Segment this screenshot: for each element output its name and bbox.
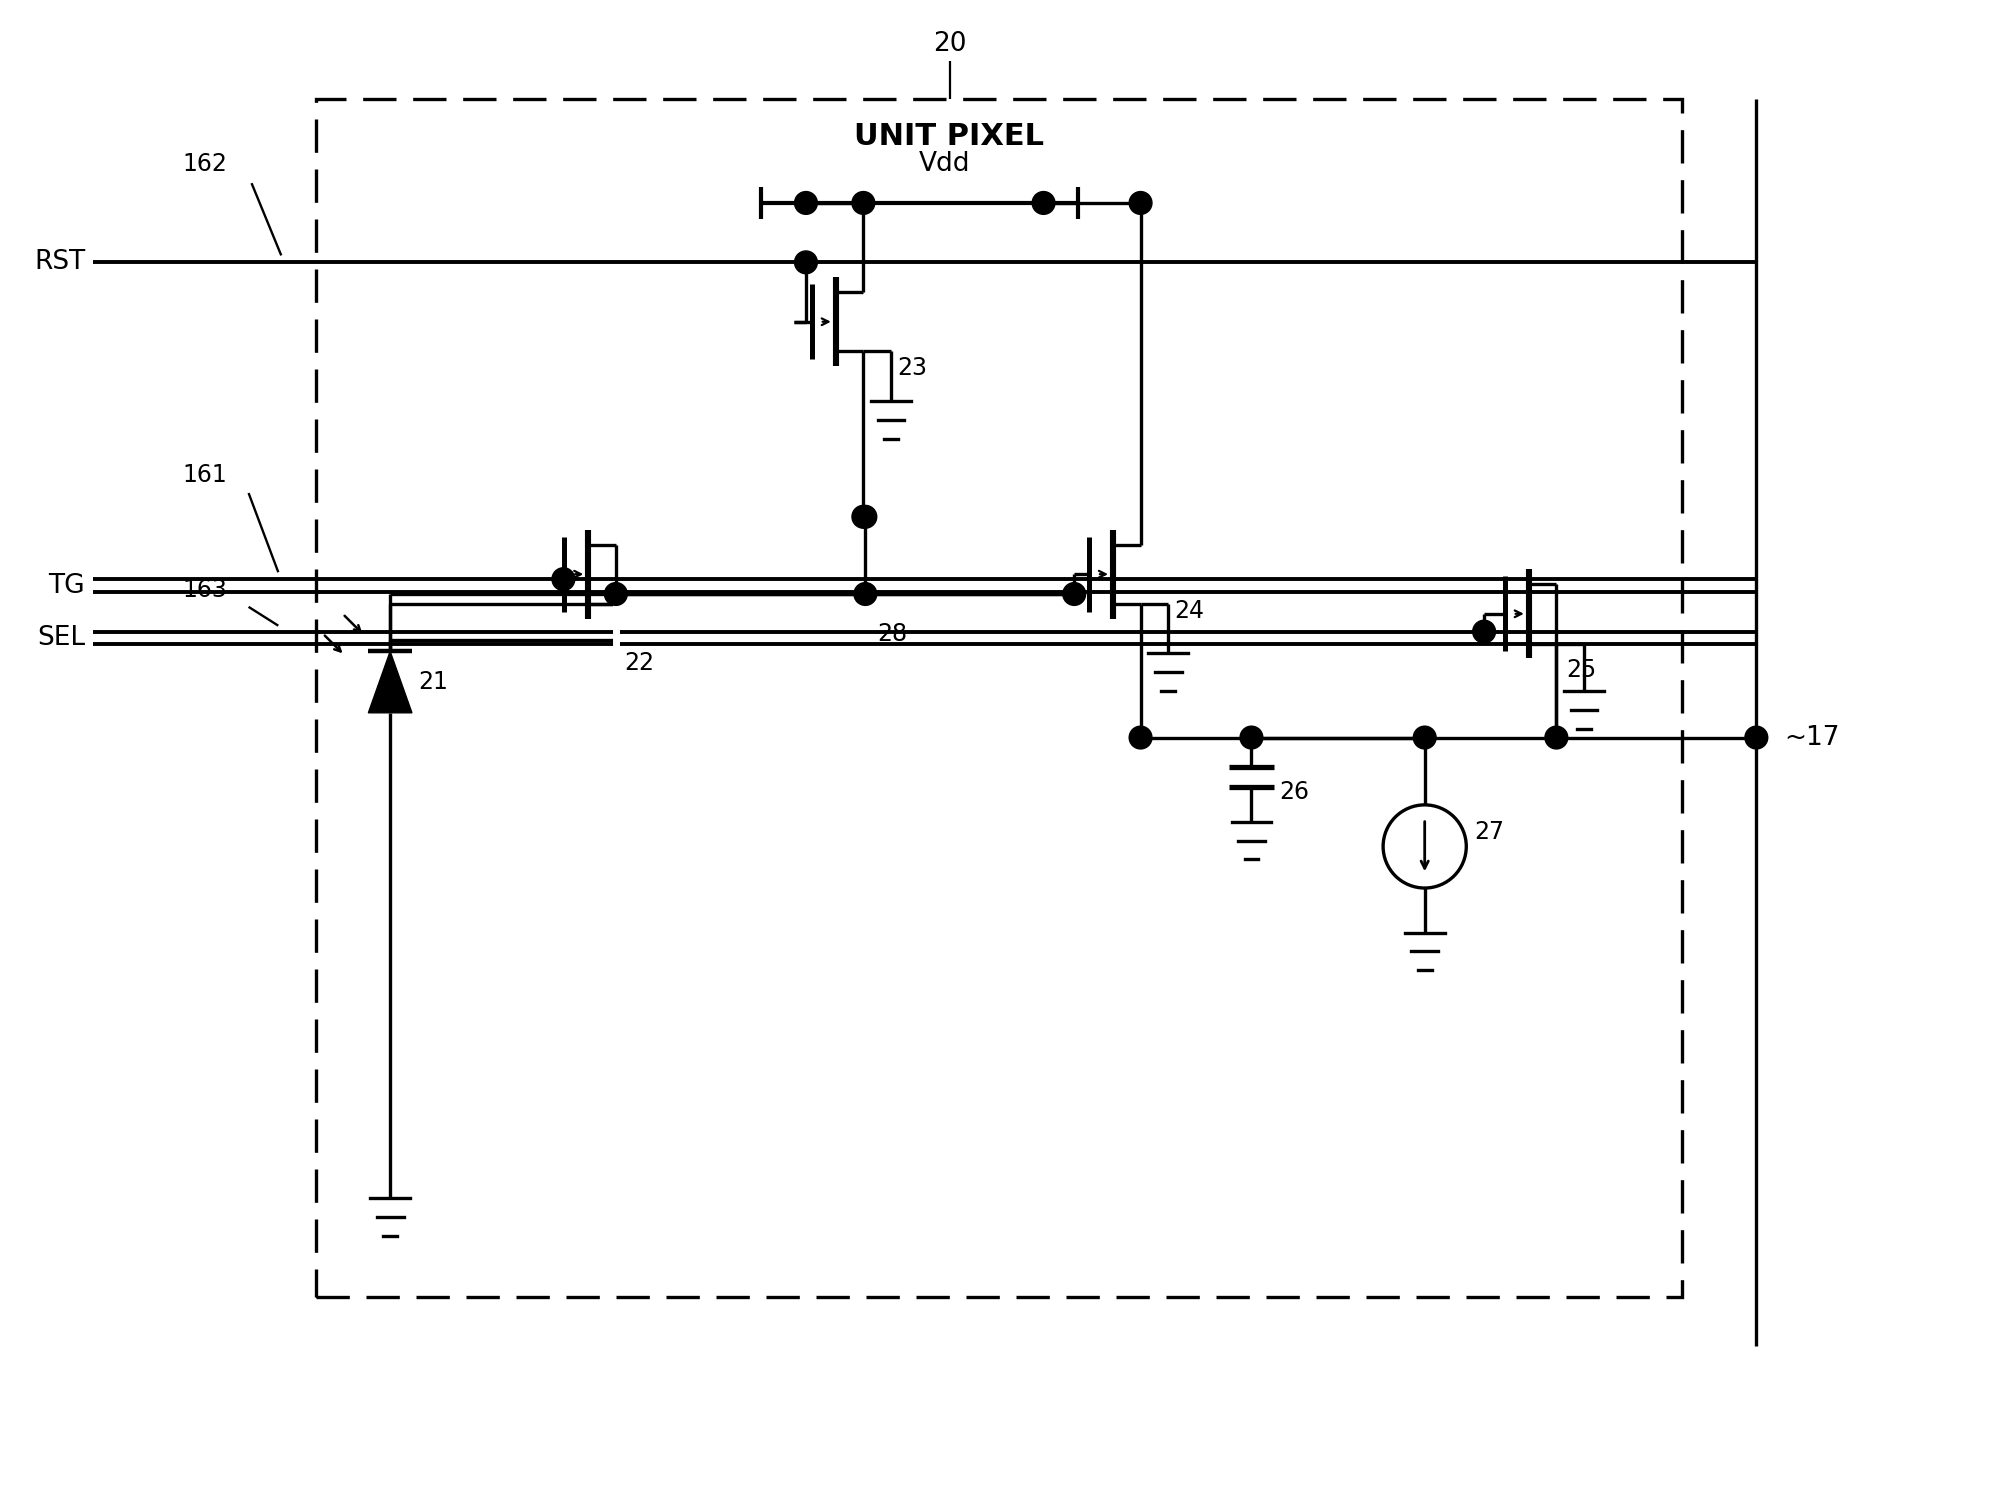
Text: 20: 20 [933,31,967,58]
Circle shape [853,582,877,606]
Text: SEL: SEL [38,625,86,650]
Circle shape [795,192,817,214]
Circle shape [1063,582,1085,606]
Text: 28: 28 [877,622,907,646]
Text: ~17: ~17 [1784,725,1840,750]
Text: UNIT PIXEL: UNIT PIXEL [855,122,1045,151]
Circle shape [1473,621,1495,643]
Text: 27: 27 [1475,820,1504,843]
Text: 24: 24 [1175,598,1205,622]
Text: 162: 162 [182,153,228,177]
Circle shape [1241,726,1263,748]
Circle shape [1744,726,1768,748]
Text: 25: 25 [1566,658,1596,682]
Circle shape [1129,726,1153,748]
Text: 23: 23 [897,356,927,380]
Text: 26: 26 [1279,780,1309,803]
Bar [316,99,1682,1296]
Circle shape [1129,192,1153,214]
Circle shape [851,505,875,529]
Circle shape [1413,726,1437,748]
Circle shape [795,251,817,273]
Text: RST: RST [34,249,86,275]
Text: 22: 22 [623,652,653,676]
Text: 163: 163 [182,578,228,601]
Text: 21: 21 [418,670,448,693]
Circle shape [1544,726,1568,748]
Polygon shape [368,652,412,713]
Text: 161: 161 [182,463,228,487]
Circle shape [605,582,627,606]
Text: TG: TG [48,573,86,598]
Text: Vdd: Vdd [919,151,971,177]
Circle shape [551,567,575,591]
Circle shape [1033,192,1055,214]
Circle shape [853,505,877,529]
Circle shape [851,192,875,214]
